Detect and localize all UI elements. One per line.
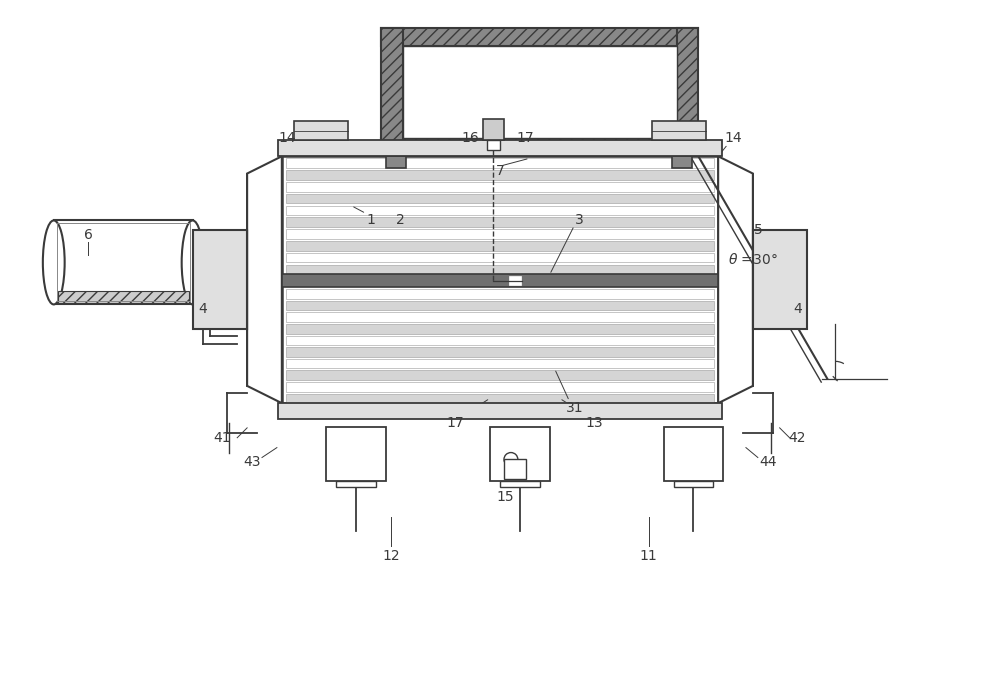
Bar <box>381 28 698 46</box>
Text: 1: 1 <box>367 214 376 227</box>
Bar <box>381 138 698 156</box>
Bar <box>286 206 714 215</box>
Bar <box>282 156 718 403</box>
Bar <box>674 481 713 487</box>
Text: 11: 11 <box>640 549 658 563</box>
Bar <box>286 289 714 299</box>
Text: 4: 4 <box>793 303 802 316</box>
Bar <box>286 336 714 345</box>
Bar <box>286 324 714 334</box>
Text: 16: 16 <box>461 131 479 146</box>
Bar <box>286 218 714 227</box>
Bar <box>664 427 723 481</box>
Bar <box>286 382 714 392</box>
Bar <box>282 274 718 287</box>
Bar <box>677 28 698 156</box>
Ellipse shape <box>182 220 203 305</box>
Bar <box>286 194 714 204</box>
Bar <box>286 229 714 239</box>
Bar <box>336 481 376 487</box>
Bar <box>286 158 714 168</box>
Bar <box>483 119 504 140</box>
Bar <box>278 403 722 419</box>
Bar <box>652 121 706 140</box>
Bar <box>286 347 714 357</box>
Text: 42: 42 <box>789 431 806 445</box>
Bar <box>504 460 526 479</box>
Bar <box>193 231 247 329</box>
Text: 17: 17 <box>516 131 534 146</box>
Text: 3: 3 <box>575 214 584 227</box>
Bar <box>386 156 406 168</box>
Text: 5: 5 <box>753 223 762 237</box>
Ellipse shape <box>43 220 65 305</box>
Bar <box>403 46 677 138</box>
Text: 43: 43 <box>243 456 261 469</box>
Bar <box>58 290 189 303</box>
Bar <box>326 427 386 481</box>
Polygon shape <box>718 156 753 403</box>
Bar <box>286 359 714 369</box>
Bar <box>278 140 722 156</box>
Bar <box>54 220 193 305</box>
Bar <box>509 276 521 285</box>
Bar <box>286 371 714 380</box>
Bar <box>286 253 714 262</box>
Text: $\theta$ =30°: $\theta$ =30° <box>728 253 778 268</box>
Text: 14: 14 <box>724 131 742 146</box>
Text: 12: 12 <box>382 549 400 563</box>
Bar <box>381 28 403 156</box>
Bar <box>490 427 550 481</box>
Bar <box>286 182 714 191</box>
Bar <box>294 121 348 140</box>
Bar <box>286 313 714 322</box>
Text: 14: 14 <box>278 131 296 146</box>
Text: 13: 13 <box>585 416 603 430</box>
Text: 41: 41 <box>214 431 231 445</box>
Text: 6: 6 <box>84 228 93 242</box>
Text: 31: 31 <box>566 401 583 415</box>
Bar <box>286 394 714 403</box>
Bar <box>57 223 190 301</box>
Bar <box>672 156 692 168</box>
Text: 44: 44 <box>759 456 777 469</box>
Text: 2: 2 <box>396 214 405 227</box>
Bar <box>500 481 540 487</box>
Text: 15: 15 <box>496 490 514 504</box>
Polygon shape <box>247 156 282 403</box>
Bar <box>753 231 807 329</box>
Bar <box>286 171 714 180</box>
Text: 17: 17 <box>447 416 464 430</box>
Text: 7: 7 <box>496 164 504 178</box>
Text: 4: 4 <box>198 303 207 316</box>
Bar <box>487 140 500 150</box>
Bar <box>286 301 714 310</box>
Bar <box>286 241 714 251</box>
Bar <box>286 265 714 274</box>
